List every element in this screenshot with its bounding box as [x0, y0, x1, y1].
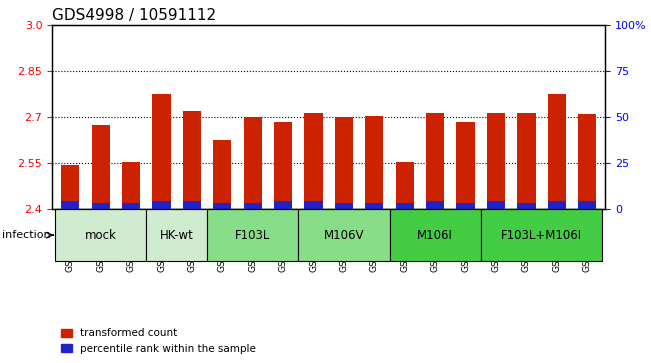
Bar — [481, 209, 602, 261]
Bar — [578, 201, 596, 209]
Bar — [456, 203, 475, 209]
Bar — [122, 203, 140, 209]
Bar — [214, 140, 232, 209]
Bar — [61, 164, 79, 209]
Bar — [487, 201, 505, 209]
Bar — [152, 94, 171, 209]
Bar — [305, 113, 323, 209]
Text: mock: mock — [85, 229, 117, 242]
Bar — [92, 203, 110, 209]
Bar — [487, 113, 505, 209]
Bar — [207, 209, 298, 261]
Bar — [92, 125, 110, 209]
Text: M106I: M106I — [417, 229, 453, 242]
Text: F103L+M106I: F103L+M106I — [501, 229, 582, 242]
Text: GDS4998 / 10591112: GDS4998 / 10591112 — [52, 8, 216, 23]
Bar — [61, 201, 79, 209]
Bar — [547, 94, 566, 209]
Bar — [122, 162, 140, 209]
Bar — [335, 117, 353, 209]
Bar — [183, 111, 201, 209]
Bar — [183, 201, 201, 209]
Text: M106V: M106V — [324, 229, 364, 242]
Bar — [146, 209, 207, 261]
Bar — [389, 209, 481, 261]
Legend: transformed count, percentile rank within the sample: transformed count, percentile rank withi… — [57, 324, 260, 358]
Bar — [274, 201, 292, 209]
Text: HK-wt: HK-wt — [159, 229, 194, 242]
Bar — [578, 114, 596, 209]
Bar — [518, 113, 536, 209]
Bar — [365, 203, 383, 209]
Bar — [243, 203, 262, 209]
Bar — [365, 116, 383, 209]
Bar — [547, 201, 566, 209]
Bar — [456, 122, 475, 209]
Bar — [335, 203, 353, 209]
Bar — [243, 117, 262, 209]
Bar — [426, 113, 444, 209]
Bar — [518, 203, 536, 209]
Bar — [298, 209, 389, 261]
Bar — [274, 122, 292, 209]
Text: F103L: F103L — [235, 229, 270, 242]
Text: infection: infection — [2, 230, 51, 240]
Bar — [426, 201, 444, 209]
Bar — [396, 162, 414, 209]
Bar — [305, 201, 323, 209]
Bar — [55, 209, 146, 261]
Bar — [396, 203, 414, 209]
Bar — [152, 201, 171, 209]
Bar — [214, 203, 232, 209]
